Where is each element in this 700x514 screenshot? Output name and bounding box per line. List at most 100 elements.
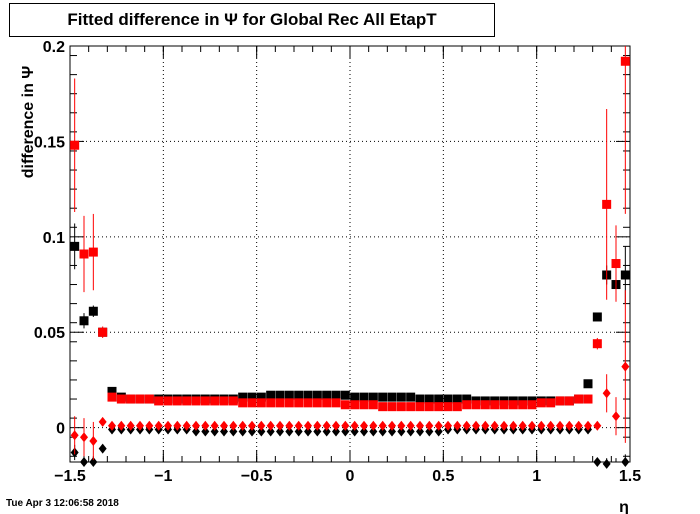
data-point-square (452, 402, 462, 412)
data-point-diamond (481, 420, 490, 431)
data-point-diamond (490, 420, 499, 431)
data-point-diamond (453, 420, 462, 431)
data-point-diamond (322, 426, 331, 437)
data-point-diamond (276, 420, 284, 431)
data-point-square (406, 402, 416, 412)
y-tick-label: 0 (56, 421, 65, 438)
data-point-diamond (98, 416, 107, 427)
data-point-diamond (378, 426, 387, 437)
data-point-square (462, 400, 472, 410)
data-point-square (424, 394, 434, 404)
x-axis-label: η (619, 499, 629, 514)
data-point-square (210, 396, 220, 406)
data-point-square (322, 398, 332, 408)
data-point-square (378, 392, 388, 402)
data-point-diamond (602, 388, 611, 399)
data-point-diamond (406, 426, 415, 437)
data-point-diamond (266, 420, 275, 431)
data-point-diamond (192, 426, 200, 437)
data-point-square (172, 396, 182, 406)
data-point-diamond (556, 420, 564, 431)
data-point-square (462, 394, 472, 404)
x-tick-label: −0.5 (241, 468, 273, 485)
data-point-diamond (565, 420, 574, 431)
data-point-square (294, 398, 304, 408)
data-point-square (294, 390, 304, 400)
data-point-square (88, 247, 98, 257)
data-point-diamond (537, 420, 546, 431)
data-point-diamond (108, 420, 116, 431)
data-point-square (200, 396, 210, 406)
data-point-diamond (360, 420, 368, 431)
data-point-diamond (378, 420, 387, 431)
data-point-square (191, 396, 201, 406)
data-point-square (107, 392, 117, 402)
data-point-square (480, 400, 490, 410)
data-point-square (434, 402, 444, 412)
data-point-diamond (313, 426, 322, 437)
data-point-square (182, 396, 192, 406)
data-point-square (490, 400, 500, 410)
data-point-diamond (332, 426, 340, 437)
data-point-square (546, 398, 556, 408)
data-point-diamond (80, 432, 88, 443)
data-point-diamond (369, 420, 378, 431)
data-point-square (303, 390, 313, 400)
data-point-diamond (201, 420, 210, 431)
data-point-square (396, 392, 406, 402)
data-point-diamond (304, 420, 312, 431)
data-point-square (583, 394, 593, 404)
data-point-square (256, 392, 266, 402)
data-point-square (527, 400, 537, 410)
data-point-diamond (350, 426, 359, 437)
data-point-square (583, 379, 593, 389)
data-point-square (452, 394, 462, 404)
data-point-diamond (434, 420, 443, 431)
data-point-diamond (397, 420, 406, 431)
data-point-square (79, 316, 89, 326)
data-point-square (284, 390, 294, 400)
data-point-diamond (341, 426, 350, 437)
data-point-square (387, 402, 397, 412)
tick-labels: −1.5 −1 −0.5 0 0.5 1 1.5 0 0.05 0.1 0.15 0.2 (34, 39, 641, 485)
data-point-square (592, 312, 602, 322)
data-point-diamond (444, 420, 452, 431)
data-point-diamond (341, 420, 350, 431)
data-point-square (602, 199, 612, 209)
timestamp: Tue Apr 3 12:06:58 2018 (6, 498, 119, 509)
data-point-diamond (304, 426, 312, 437)
data-point-square (247, 398, 257, 408)
data-marks (70, 46, 630, 469)
data-point-square (331, 390, 341, 400)
data-point-diamond (266, 426, 275, 437)
data-point-square (424, 402, 434, 412)
data-point-diamond (500, 420, 508, 431)
data-point-diamond (154, 420, 163, 431)
data-point-square (368, 400, 378, 410)
data-point-diamond (528, 420, 536, 431)
data-point-diamond (294, 426, 303, 437)
data-point-diamond (229, 426, 238, 437)
data-point-square (70, 241, 80, 251)
data-point-diamond (425, 426, 434, 437)
data-point-square (415, 394, 425, 404)
data-point-square (564, 396, 574, 406)
data-point-square (266, 390, 276, 400)
data-point-diamond (369, 426, 378, 437)
data-point-diamond (248, 426, 256, 437)
data-point-square (378, 402, 388, 412)
y-tick-label: 0.15 (34, 134, 65, 151)
data-point-diamond (602, 458, 611, 469)
data-point-diamond (509, 420, 518, 431)
data-point-square (266, 398, 276, 408)
data-point-square (406, 392, 416, 402)
data-point-diamond (164, 420, 172, 431)
data-point-square (368, 392, 378, 402)
data-point-diamond (416, 420, 424, 431)
data-point-square (620, 56, 630, 66)
data-point-square (555, 396, 565, 406)
chart-title: Fitted difference in Ψ for Global Rec Al… (67, 10, 437, 29)
grid-lines (70, 45, 630, 462)
data-point-diamond (322, 420, 331, 431)
y-tick-label: 0.2 (43, 39, 65, 56)
